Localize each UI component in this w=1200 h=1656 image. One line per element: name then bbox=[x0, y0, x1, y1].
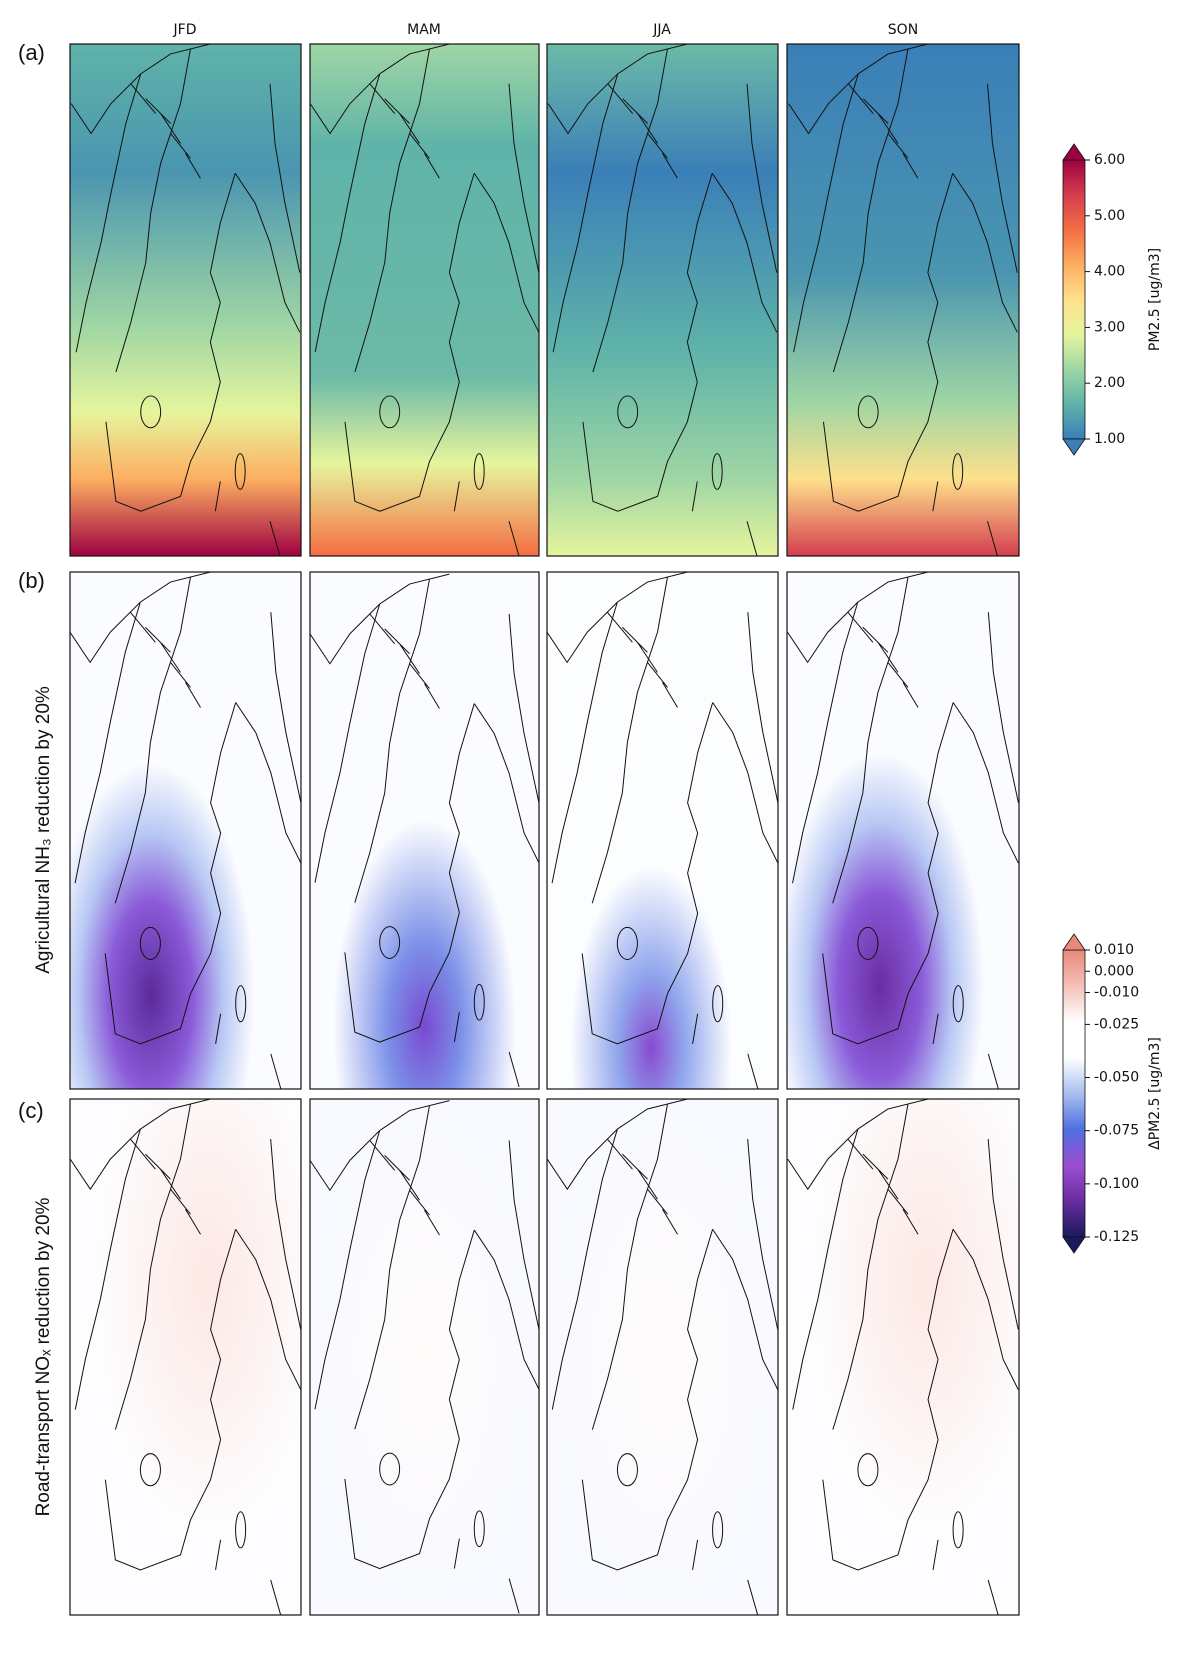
tick-label: -0.125 bbox=[1094, 1229, 1139, 1245]
tick-label: 0.010 bbox=[1094, 942, 1134, 958]
map-panel bbox=[546, 43, 779, 557]
colorbar-extend bbox=[1062, 438, 1086, 456]
map-grid bbox=[69, 43, 1020, 1616]
tick-label: 3.00 bbox=[1094, 319, 1125, 335]
map-panel bbox=[69, 571, 302, 1090]
tick-label: -0.010 bbox=[1094, 985, 1139, 1001]
tick-label: 6.00 bbox=[1094, 152, 1125, 168]
column-title: JFD bbox=[173, 22, 197, 38]
row-label: Agricultural NH₃ reduction by 20% bbox=[33, 686, 54, 974]
tick-label: -0.100 bbox=[1094, 1176, 1139, 1192]
colorbar bbox=[1062, 159, 1086, 440]
tick-label: 2.00 bbox=[1094, 375, 1125, 391]
map-panel bbox=[786, 571, 1020, 1090]
column-title: JJA bbox=[652, 22, 671, 38]
colorbar bbox=[1062, 949, 1086, 1238]
tick-label: -0.050 bbox=[1094, 1070, 1139, 1086]
colorbars: 6.00 5.00 4.00 3.00 2.00 1.00 PM2.5 [ug/m3] 0.0… bbox=[1062, 143, 1163, 1254]
colorbar-extend bbox=[1062, 933, 1086, 951]
map-panel bbox=[309, 571, 540, 1090]
map-panel bbox=[546, 1098, 779, 1616]
map-panel bbox=[786, 43, 1020, 557]
tick-label: 5.00 bbox=[1094, 208, 1125, 224]
tick-label: 0.000 bbox=[1094, 963, 1134, 979]
panel-label: (a) bbox=[18, 40, 45, 65]
map-panel bbox=[309, 43, 540, 557]
map-panel bbox=[69, 43, 302, 557]
tick-label: 1.00 bbox=[1094, 431, 1125, 447]
colorbar-extend bbox=[1062, 143, 1086, 161]
row-label: Road-transport NOₓ reduction by 20% bbox=[33, 1197, 54, 1516]
column-title: SON bbox=[888, 22, 918, 38]
panel-label: (c) bbox=[18, 1098, 44, 1123]
panel-label: (b) bbox=[18, 568, 45, 593]
map-panel bbox=[309, 1098, 540, 1616]
column-title: MAM bbox=[407, 22, 441, 38]
map-panel bbox=[69, 1098, 302, 1616]
tick-label: 4.00 bbox=[1094, 264, 1125, 280]
colorbar-label: ΔPM2.5 [ug/m3] bbox=[1147, 1037, 1163, 1150]
tick-label: -0.075 bbox=[1094, 1123, 1139, 1139]
map-panel bbox=[546, 571, 779, 1090]
colorbar-extend bbox=[1062, 1236, 1086, 1254]
colorbar-label: PM2.5 [ug/m3] bbox=[1147, 248, 1163, 351]
map-panel bbox=[786, 1098, 1020, 1616]
tick-label: -0.025 bbox=[1094, 1016, 1139, 1032]
